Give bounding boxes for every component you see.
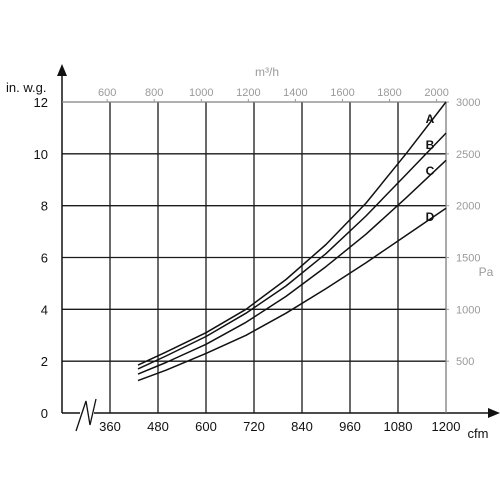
y-tick-label: 12 [34,95,48,110]
curve-label-d: D [426,210,435,224]
y-tick-label: 6 [41,251,48,266]
y-axis-unit: in. w.g. [6,80,46,95]
axis-break-mark [75,398,97,432]
curves [137,101,447,382]
y-axis-arrow [57,64,67,76]
x-tick-label: 1200 [432,419,461,434]
right-tick-label: 2000 [456,201,480,213]
top-tick-label: 600 [98,87,116,99]
right-tick-label: 3000 [456,97,480,109]
curve-label-b: B [426,138,435,152]
top-tick-label: 800 [145,87,163,99]
top-tick-label: 1600 [330,87,354,99]
curve-b [137,132,447,370]
curve-d [137,207,447,382]
curve-a [137,101,447,366]
curve-c [137,159,447,375]
x-tick-label: 720 [243,419,265,434]
curve-label-a: A [426,112,435,126]
x-tick-label: 480 [147,419,169,434]
x-tick-label: 960 [339,419,361,434]
top-tick-label: 1000 [189,87,213,99]
x-axis-unit: cfm [468,426,489,441]
grid [62,101,447,413]
top-tick-label: 2000 [424,87,448,99]
x-tick-label: 600 [195,419,217,434]
x-tick-label: 1080 [384,419,413,434]
curve-label-c: C [426,164,435,178]
x-tick-label: 840 [291,419,313,434]
right-tick-label: 1000 [456,304,480,316]
y-tick-label: 2 [41,354,48,369]
right-axis-unit: Pa [479,265,494,279]
y-tick-label: 8 [41,199,48,214]
right-tick-label: 1500 [456,253,480,265]
top-axis-unit: m³/h [255,65,279,79]
y-tick-label: 0 [41,406,48,421]
axes [57,64,500,432]
y-tick-label: 4 [41,302,48,317]
top-tick-label: 1200 [236,87,260,99]
top-tick-label: 1800 [377,87,401,99]
x-tick-label: 360 [99,419,121,434]
right-tick-label: 500 [456,356,474,368]
x-axis-arrow [488,408,500,418]
y-tick-label: 10 [34,147,48,162]
top-tick-label: 1400 [283,87,307,99]
right-tick-label: 2500 [456,149,480,161]
labels: 0 2 4 6 8 10 12 360 480 600 720 840 960 1080 1200 600 80… [6,65,494,441]
